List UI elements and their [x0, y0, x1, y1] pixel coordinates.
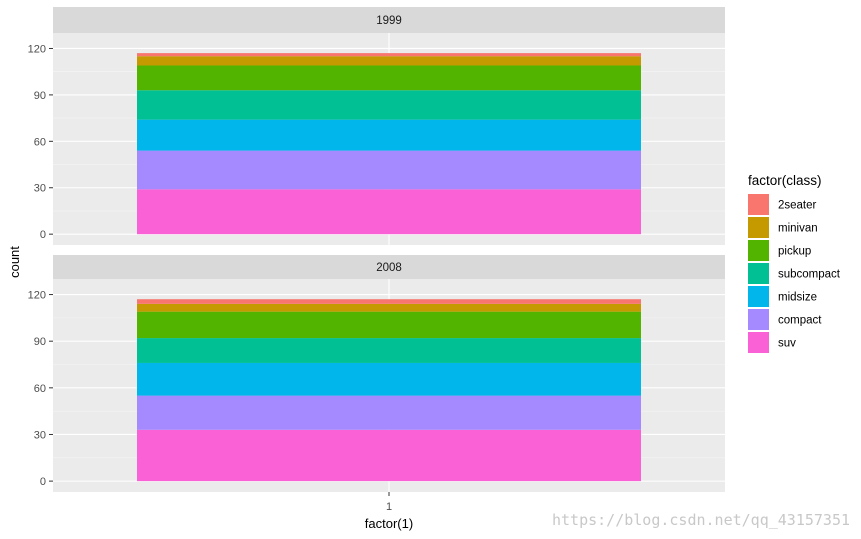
- y-tick-label: 90: [34, 336, 46, 348]
- watermark-text: https://blog.csdn.net/qq_43157351: [552, 511, 850, 529]
- y-tick-label: 120: [28, 290, 46, 302]
- y-tick-label: 60: [34, 383, 46, 395]
- legend-swatch: [748, 286, 769, 307]
- bar-segment-suv: [137, 429, 641, 482]
- bar-segment-compact: [137, 150, 641, 190]
- x-axis: 1: [386, 492, 392, 513]
- facet-panel-1999: 1999 0 30 60 90 120: [28, 7, 725, 245]
- legend-items: 2seater minivan pickup subcompact midsize com…: [748, 194, 841, 353]
- y-tick-label: 30: [34, 183, 46, 195]
- legend-swatch: [748, 332, 769, 353]
- legend-swatch: [748, 263, 769, 284]
- bar-segment-midsize: [137, 119, 641, 151]
- bar-segment-subcompact: [137, 338, 641, 363]
- bar-segment-minivan: [137, 303, 641, 312]
- legend-label: 2seater: [778, 200, 817, 212]
- y-tick-label: 120: [28, 43, 46, 55]
- legend-item-minivan: minivan: [748, 217, 818, 238]
- legend-swatch: [748, 217, 769, 238]
- facet-strip-label: 2008: [376, 262, 402, 274]
- y-tick-label: 0: [40, 229, 46, 241]
- facet-panels: 1999 0 30 60 90 120 2008 0 30 60 90 120: [28, 7, 725, 492]
- bar-segment-2seater: [137, 299, 641, 304]
- bar-segment-compact: [137, 395, 641, 430]
- legend-item-pickup: pickup: [748, 240, 811, 261]
- facet-strip-label: 1999: [376, 15, 402, 27]
- legend-item-midsize: midsize: [748, 286, 817, 307]
- legend-swatch: [748, 194, 769, 215]
- legend-label: minivan: [778, 223, 818, 235]
- legend-item-compact: compact: [748, 309, 822, 330]
- bar-segment-minivan: [137, 56, 641, 66]
- legend-label: pickup: [778, 246, 811, 258]
- legend-item-subcompact: subcompact: [748, 263, 841, 284]
- bar-segment-2seater: [137, 53, 641, 57]
- bar-segment-midsize: [137, 362, 641, 396]
- legend-swatch: [748, 240, 769, 261]
- bar-segment-pickup: [137, 65, 641, 91]
- facet-strip: [53, 255, 725, 279]
- x-axis-title: factor(1): [365, 516, 413, 531]
- y-axis-title: count: [7, 246, 22, 278]
- legend: factor(class) 2seater minivan pickup subcom…: [748, 173, 841, 353]
- legend-title: factor(class): [748, 173, 822, 188]
- legend-item-2seater: 2seater: [748, 194, 817, 215]
- legend-label: subcompact: [778, 269, 841, 281]
- bar-segment-suv: [137, 189, 641, 235]
- facet-panel-2008: 2008 0 30 60 90 120: [28, 255, 725, 492]
- legend-label: compact: [778, 315, 822, 327]
- y-tick-label: 90: [34, 90, 46, 102]
- x-tick-label: 1: [386, 501, 392, 513]
- legend-label: midsize: [778, 292, 817, 304]
- facet-strip: [53, 7, 725, 33]
- bar-segment-pickup: [137, 311, 641, 339]
- y-tick-label: 30: [34, 429, 46, 441]
- y-tick-label: 60: [34, 136, 46, 148]
- legend-swatch: [748, 309, 769, 330]
- y-tick-label: 0: [40, 476, 46, 488]
- legend-item-suv: suv: [748, 332, 796, 353]
- legend-label: suv: [778, 338, 796, 350]
- bar-segment-subcompact: [137, 90, 641, 120]
